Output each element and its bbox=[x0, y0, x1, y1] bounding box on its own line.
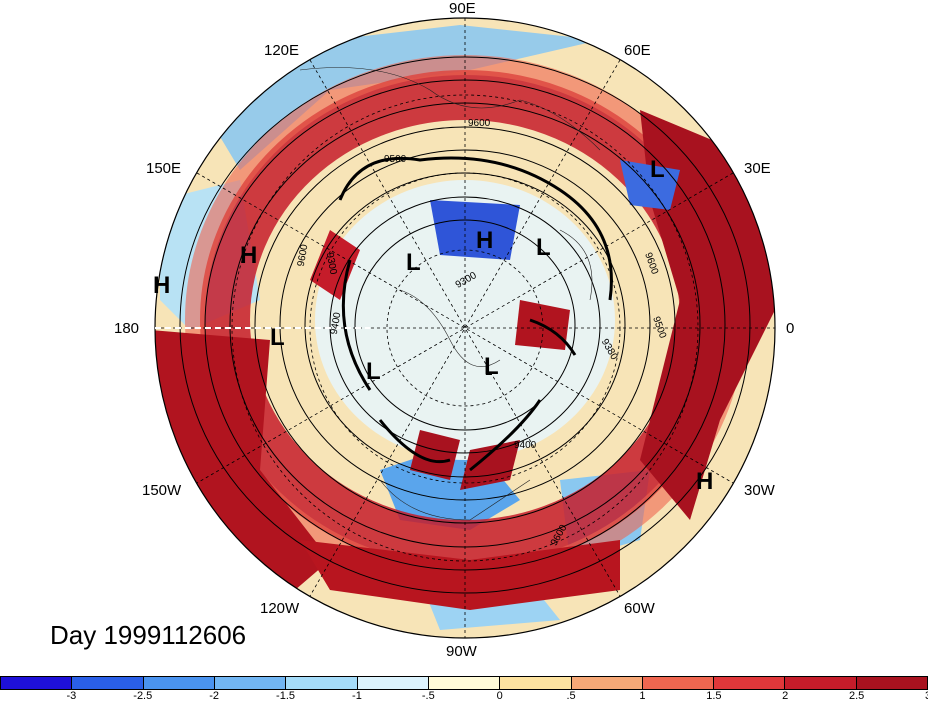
contour-label: 9400 bbox=[514, 440, 537, 451]
colorbar-tick-label: -.5 bbox=[421, 690, 435, 702]
lon-label-30w: 30W bbox=[744, 482, 775, 499]
anomaly-patch bbox=[620, 160, 680, 210]
high-pressure-marker: H bbox=[476, 227, 494, 254]
low-pressure-marker: L bbox=[650, 156, 665, 183]
colorbar-segment bbox=[1, 677, 73, 689]
low-pressure-marker: L bbox=[406, 249, 421, 276]
colorbar-tick-label: 1.5 bbox=[706, 690, 722, 702]
colorbar-tick-label: 3 bbox=[925, 690, 928, 702]
lon-label-120e: 120E bbox=[264, 42, 300, 59]
colorbar-segment bbox=[714, 677, 786, 689]
lon-label-90e: 90E bbox=[449, 0, 476, 17]
high-pressure-marker: H bbox=[153, 272, 171, 299]
low-pressure-marker: L bbox=[485, 364, 493, 378]
colorbar bbox=[0, 676, 928, 690]
high-pressure-marker: H bbox=[696, 468, 714, 495]
colorbar-tick-label: -2 bbox=[209, 690, 220, 702]
lon-label-150w: 150W bbox=[142, 482, 182, 499]
colorbar-segment bbox=[286, 677, 358, 689]
anomaly-patch bbox=[300, 540, 620, 610]
lon-label-0: 0 bbox=[786, 320, 795, 337]
colorbar-tick-label: -3 bbox=[66, 690, 77, 702]
high-pressure-marker: H bbox=[240, 242, 258, 269]
contour-label: 9600 bbox=[468, 118, 491, 129]
date-label: Day 1999112606 bbox=[50, 620, 247, 650]
colorbar-tick-label: 0 bbox=[496, 690, 503, 702]
colorbar-tick-label: -1 bbox=[352, 690, 362, 702]
colorbar-segment bbox=[571, 677, 643, 689]
lon-label-120w: 120W bbox=[260, 600, 300, 617]
colorbar-segment bbox=[428, 677, 501, 689]
low-pressure-marker: L bbox=[366, 358, 381, 385]
low-pressure-marker: L bbox=[270, 324, 285, 351]
anomaly-patch bbox=[430, 200, 520, 260]
colorbar-segment bbox=[357, 677, 429, 689]
contour-label: 9500 bbox=[384, 154, 407, 165]
colorbar-tick-label: .5 bbox=[566, 690, 576, 702]
colorbar-segment bbox=[785, 677, 857, 689]
colorbar-segment bbox=[214, 677, 287, 689]
colorbar-tick-label: 2.5 bbox=[848, 690, 865, 702]
low-pressure-marker: L bbox=[536, 234, 551, 261]
colorbar-segment bbox=[856, 677, 928, 689]
anomaly-patch bbox=[310, 230, 360, 300]
lon-label-60e: 60E bbox=[624, 42, 651, 59]
anomaly-patch bbox=[410, 430, 460, 480]
lon-label-180: 180 bbox=[114, 320, 140, 337]
lon-label-150e: 150E bbox=[146, 160, 182, 177]
colorbar-segment bbox=[72, 677, 144, 689]
lon-label-60w: 60W bbox=[624, 600, 655, 617]
colorbar-tick-label: -1.5 bbox=[276, 690, 296, 702]
low-pressure-marker: L bbox=[484, 353, 499, 380]
colorbar-segment bbox=[500, 677, 572, 689]
colorbar-tick-label: 2 bbox=[782, 690, 789, 702]
colorbar-tick-label: -2.5 bbox=[133, 690, 153, 702]
lon-label-90w: 90W bbox=[446, 643, 477, 660]
anomaly-patch bbox=[640, 110, 775, 520]
colorbar-segment bbox=[143, 677, 215, 689]
colorbar-segment bbox=[642, 677, 715, 689]
lon-label-30e: 30E bbox=[744, 160, 771, 177]
colorbar-tick-label: 1 bbox=[639, 690, 646, 702]
